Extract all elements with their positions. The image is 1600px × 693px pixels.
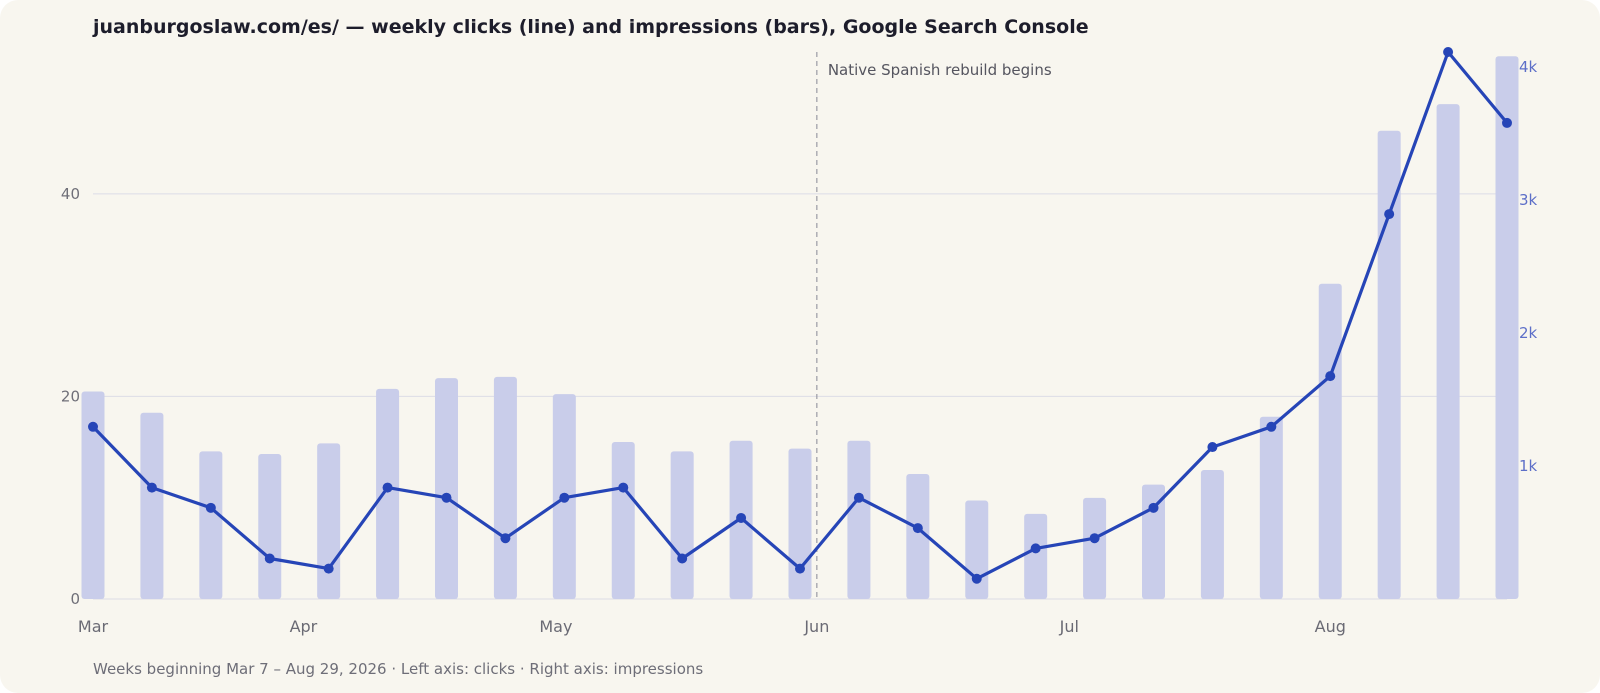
clicks-point: [382, 482, 393, 493]
impressions-bar: [1200, 469, 1224, 599]
clicks-point: [618, 482, 629, 493]
impressions-bar: [965, 500, 989, 599]
clicks-point: [677, 553, 688, 564]
impressions-bar: [847, 440, 871, 599]
x-axis-tick-label: Jun: [803, 617, 829, 636]
impressions-bars: [81, 56, 1519, 600]
axis-labels: 0 20 40 1k 2k 3k 4k Mar Apr May Jun Jul Aug: [61, 58, 1538, 636]
right-axis-tick-label: 2k: [1519, 324, 1538, 342]
impressions-bar: [611, 442, 635, 599]
impressions-bar: [1142, 484, 1165, 599]
clicks-point: [736, 512, 747, 523]
left-axis-tick-label: 0: [70, 590, 80, 608]
impressions-bar: [258, 454, 282, 599]
clicks-point: [912, 523, 923, 534]
clicks-point: [1148, 502, 1159, 513]
impressions-bar: [435, 378, 458, 599]
impressions-bar: [81, 391, 105, 599]
clicks-point: [500, 533, 511, 544]
left-axis-tick-label: 40: [61, 185, 80, 203]
clicks-point: [1207, 442, 1218, 453]
clicks-point: [1325, 371, 1336, 382]
clicks-point: [441, 492, 452, 503]
impressions-bar: [1318, 283, 1342, 599]
chart-footnote: Weeks beginning Mar 7 – Aug 29, 2026 · L…: [93, 660, 704, 678]
right-axis-tick-label: 4k: [1519, 58, 1538, 76]
impressions-bar: [1436, 104, 1460, 600]
impressions-bar: [1024, 513, 1048, 599]
impressions-bar: [906, 473, 930, 599]
clicks-point: [853, 492, 864, 503]
x-axis-tick-label: Aug: [1315, 617, 1346, 636]
clicks-point: [971, 573, 982, 584]
clicks-point: [1266, 421, 1277, 432]
clicks-point: [1030, 543, 1041, 554]
clicks-line-series: [88, 47, 1512, 584]
impressions-bar: [670, 451, 694, 599]
clicks-point: [1502, 117, 1512, 128]
clicks-point: [264, 553, 275, 564]
clicks-point: [1384, 209, 1395, 220]
annotation-group: Native Spanish rebuild begins: [816, 52, 1052, 599]
clicks-point: [795, 563, 805, 574]
clicks-point: [146, 482, 157, 493]
impressions-bar: [1377, 130, 1401, 599]
right-axis-tick-label: 3k: [1519, 191, 1538, 209]
impressions-bar: [140, 412, 164, 599]
impressions-bar: [493, 376, 517, 599]
clicks-point: [205, 502, 216, 513]
impressions-bar: [199, 451, 223, 599]
impressions-bar: [1259, 416, 1283, 599]
x-axis-tick-label: Mar: [78, 617, 109, 636]
clicks-point: [1443, 47, 1454, 57]
impressions-bar: [317, 443, 341, 599]
annotation-label: Native Spanish rebuild begins: [828, 61, 1052, 79]
chart-title: juanburgoslaw.com/es/ — weekly clicks (l…: [93, 16, 1089, 38]
clicks-point: [88, 421, 98, 432]
impressions-bar: [1495, 56, 1519, 599]
x-axis-tick-label: May: [539, 617, 572, 636]
right-axis-tick-label: 1k: [1519, 457, 1538, 475]
impressions-bar: [376, 388, 400, 599]
impressions-bar: [1083, 497, 1107, 599]
clicks-point: [1089, 533, 1100, 544]
clicks-point: [559, 492, 570, 503]
impressions-bar: [788, 448, 812, 599]
left-axis-tick-label: 20: [61, 387, 80, 405]
x-axis-tick-label: Apr: [290, 617, 318, 636]
clicks-point: [323, 563, 334, 574]
x-axis-tick-label: Jul: [1059, 617, 1079, 636]
